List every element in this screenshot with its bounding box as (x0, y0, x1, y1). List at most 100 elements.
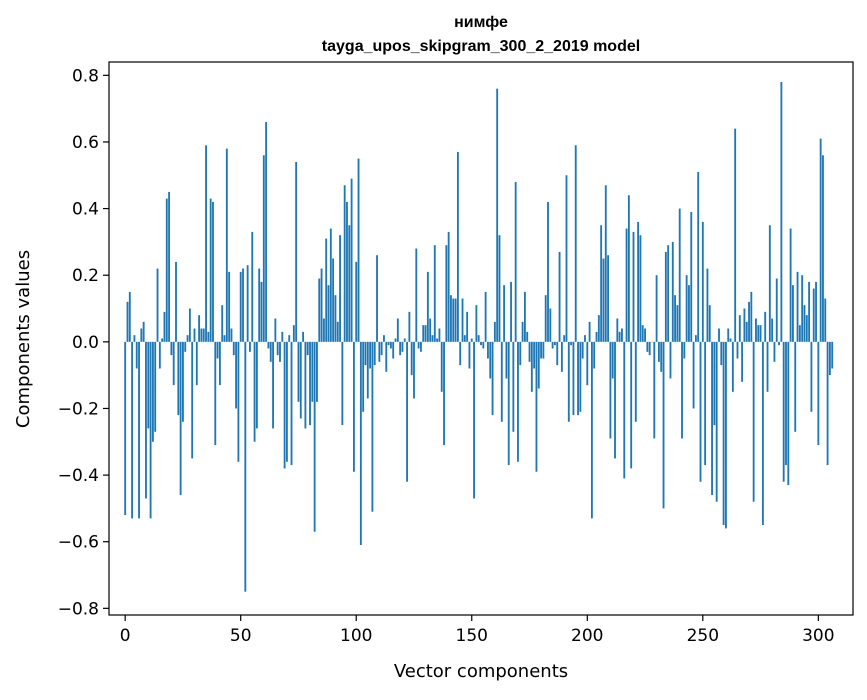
bar-207 (603, 259, 605, 342)
bar-100 (355, 262, 357, 342)
bar-58 (258, 269, 260, 342)
bar-267 (741, 342, 743, 382)
bar-87 (325, 239, 327, 342)
bar-173 (524, 292, 526, 342)
bar-84 (318, 279, 320, 342)
bar-2 (129, 292, 131, 342)
bar-189 (561, 342, 563, 372)
bar-81 (311, 342, 313, 402)
bar-20 (170, 342, 172, 355)
bar-241 (681, 342, 683, 439)
bar-132 (429, 319, 431, 342)
bar-220 (633, 232, 635, 342)
bar-238 (674, 295, 676, 342)
bar-127 (418, 342, 420, 349)
bar-248 (697, 172, 699, 342)
bar-70 (286, 342, 288, 462)
bar-29 (191, 342, 193, 459)
bar-204 (596, 332, 598, 342)
bar-299 (815, 282, 817, 342)
x-tick-label: 100 (340, 626, 372, 646)
bar-142 (452, 299, 454, 342)
bar-10 (147, 342, 149, 429)
bar-80 (309, 342, 311, 425)
bar-292 (799, 325, 801, 342)
bar-51 (242, 269, 244, 342)
bar-35 (205, 145, 207, 342)
bar-160 (494, 322, 496, 342)
bar-96 (346, 202, 348, 342)
bar-141 (450, 295, 452, 342)
bar-203 (593, 342, 595, 369)
bar-246 (693, 342, 695, 409)
bar-129 (422, 325, 424, 342)
bar-172 (522, 322, 524, 342)
bar-170 (517, 342, 519, 462)
bar-286 (785, 342, 787, 465)
y-tick-label: −0.2 (58, 399, 99, 419)
bar-295 (806, 315, 808, 342)
bar-149 (469, 342, 471, 369)
bar-196 (577, 342, 579, 415)
bar-145 (459, 342, 461, 365)
bar-184 (549, 309, 551, 342)
bar-143 (455, 299, 457, 342)
bar-244 (688, 285, 690, 342)
bar-144 (457, 152, 459, 342)
bar-255 (713, 342, 715, 425)
bar-156 (485, 292, 487, 342)
bar-57 (256, 342, 258, 429)
bar-18 (166, 199, 168, 342)
bar-304 (827, 342, 829, 465)
bar-90 (332, 259, 334, 342)
bar-110 (378, 342, 380, 362)
bar-261 (727, 329, 729, 342)
bar-213 (616, 319, 618, 342)
bar-11 (150, 342, 152, 519)
y-axis-label: Components values (13, 250, 34, 428)
bar-30 (194, 329, 196, 342)
bar-97 (348, 225, 350, 342)
bar-131 (427, 272, 429, 342)
bar-22 (175, 262, 177, 342)
bar-271 (750, 292, 752, 342)
bar-236 (670, 342, 672, 379)
bar-265 (737, 342, 739, 359)
x-tick-label: 50 (230, 626, 252, 646)
bar-272 (753, 342, 755, 502)
bar-99 (353, 342, 355, 472)
bar-259 (723, 342, 725, 525)
bar-217 (626, 229, 628, 342)
bar-112 (383, 335, 385, 342)
bar-6 (138, 342, 140, 519)
bar-253 (709, 305, 711, 342)
bar-274 (757, 325, 759, 342)
bar-254 (711, 342, 713, 495)
bar-177 (533, 342, 535, 369)
bar-303 (824, 299, 826, 342)
bar-46 (231, 329, 233, 342)
bar-242 (683, 342, 685, 359)
bar-195 (575, 145, 577, 342)
bar-240 (679, 209, 681, 342)
bar-162 (499, 235, 501, 342)
bar-73 (293, 325, 295, 342)
bar-257 (718, 329, 720, 342)
bar-285 (783, 342, 785, 482)
bar-185 (552, 342, 554, 349)
bar-148 (466, 312, 468, 342)
bar-24 (180, 342, 182, 495)
bar-43 (224, 335, 226, 342)
x-tick-label: 250 (687, 626, 719, 646)
bar-105 (367, 342, 369, 399)
bar-34 (203, 329, 205, 342)
bar-111 (381, 342, 383, 355)
bar-137 (441, 342, 443, 392)
bar-181 (542, 342, 544, 359)
bar-50 (240, 272, 242, 342)
bar-193 (570, 342, 572, 345)
bar-199 (584, 335, 586, 342)
bar-264 (734, 129, 736, 342)
bar-76 (300, 342, 302, 419)
bar-194 (573, 342, 575, 415)
